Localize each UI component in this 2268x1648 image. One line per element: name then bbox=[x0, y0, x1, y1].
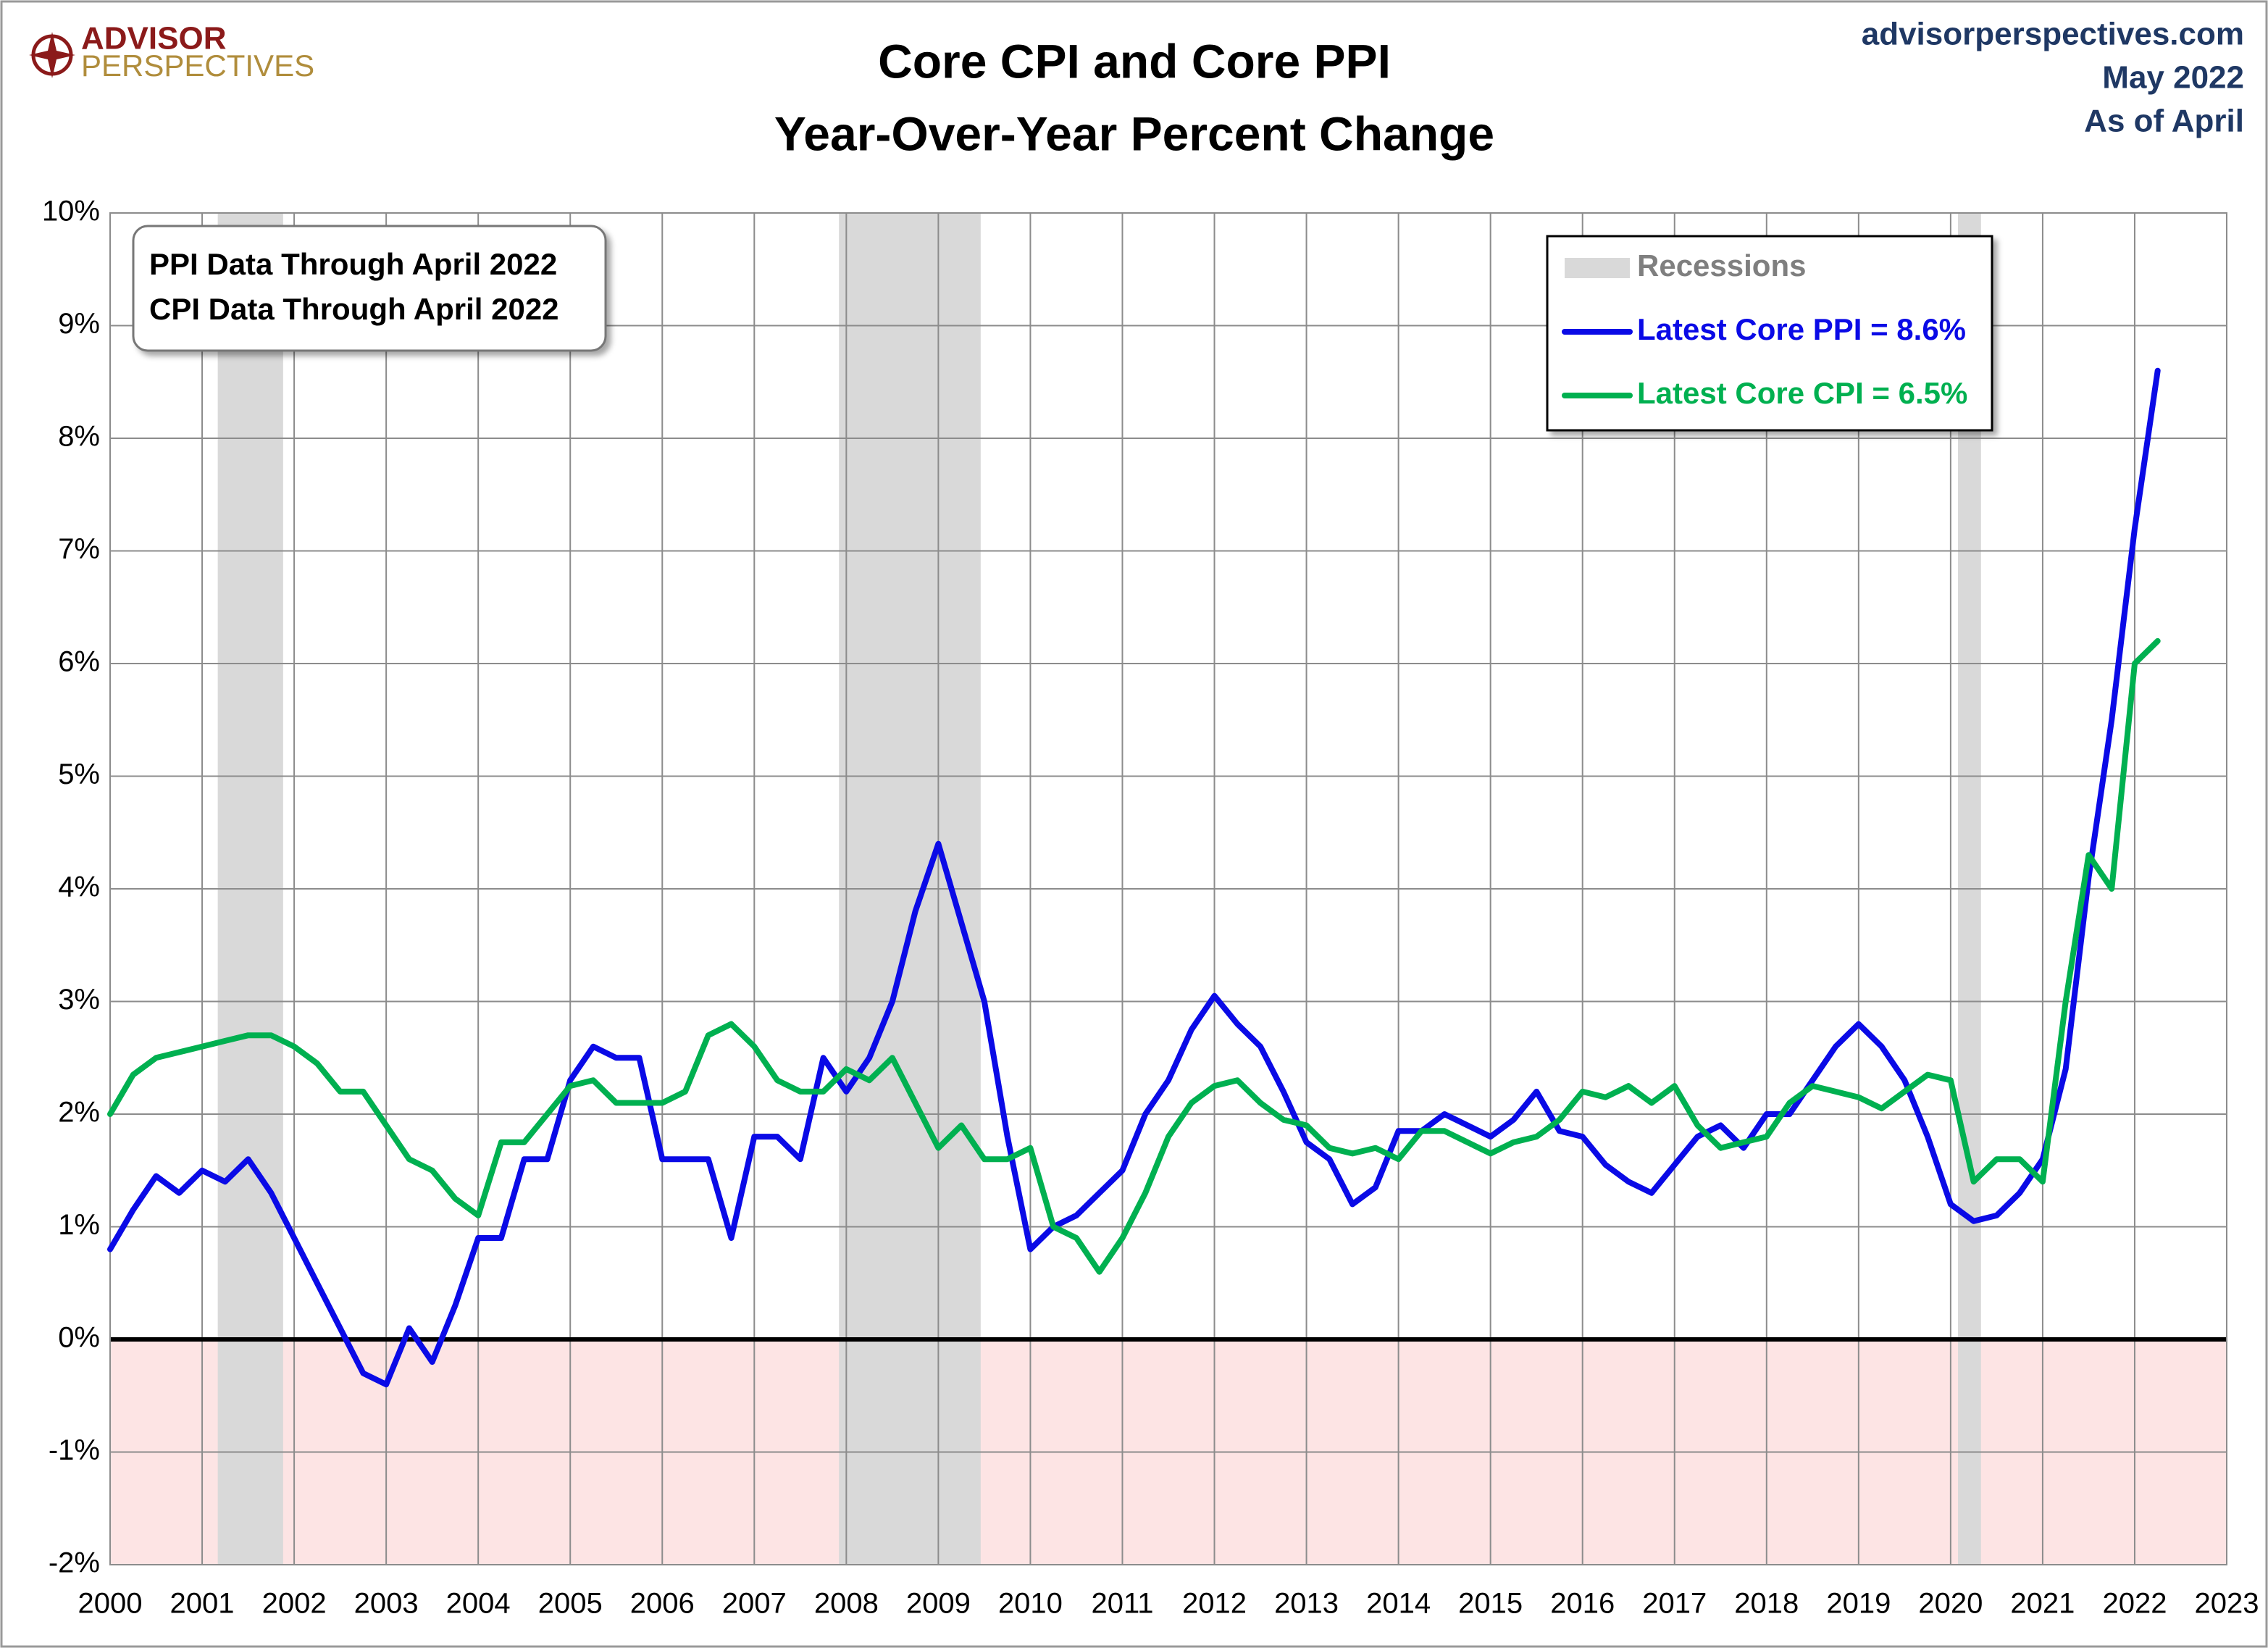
y-tick-label: 3% bbox=[58, 984, 100, 1016]
x-tick-label: 2014 bbox=[1366, 1588, 1431, 1620]
y-tick-label: 0% bbox=[58, 1322, 100, 1354]
legend-swatch bbox=[1565, 258, 1630, 278]
x-tick-label: 2009 bbox=[906, 1588, 971, 1620]
x-tick-label: 2019 bbox=[1826, 1588, 1891, 1620]
y-tick-label: -2% bbox=[49, 1547, 100, 1579]
y-tick-label: 4% bbox=[58, 871, 100, 903]
x-tick-label: 2005 bbox=[538, 1588, 603, 1620]
x-tick-label: 2018 bbox=[1734, 1588, 1799, 1620]
legend-label: Latest Core CPI = 6.5% bbox=[1637, 376, 1967, 410]
logo-star bbox=[29, 32, 75, 78]
logo: ADVISOR PERSPECTIVES bbox=[29, 21, 314, 83]
logo-text: PERSPECTIVES bbox=[81, 49, 314, 83]
plot-area: -2% -1% 0% 1% 2% 3% 4% 5% 6% 7% 8% 9% 10% 2000 2001 200… bbox=[42, 196, 2259, 1620]
x-tick-label: 2000 bbox=[78, 1588, 143, 1620]
x-tick-label: 2016 bbox=[1550, 1588, 1615, 1620]
y-tick-label: -1% bbox=[49, 1434, 100, 1466]
date: May 2022 bbox=[2102, 60, 2244, 96]
x-tick-label: 2021 bbox=[2010, 1588, 2075, 1620]
x-tick-label: 2023 bbox=[2195, 1588, 2259, 1620]
legend-label: Recessions bbox=[1637, 248, 1806, 283]
source: advisorperspectives.com bbox=[1862, 17, 2244, 52]
x-tick-label: 2011 bbox=[1091, 1588, 1153, 1620]
y-tick-label: 7% bbox=[58, 533, 100, 565]
annotation: CPI Data Through April 2022 bbox=[149, 292, 559, 326]
x-tick-label: 2015 bbox=[1458, 1588, 1523, 1620]
y-tick-label: 1% bbox=[58, 1209, 100, 1241]
x-tick-label: 2008 bbox=[814, 1588, 879, 1620]
x-tick-label: 2010 bbox=[998, 1588, 1063, 1620]
x-tick-label: 2007 bbox=[722, 1588, 787, 1620]
y-tick-label: 8% bbox=[58, 421, 100, 453]
x-tick-label: 2020 bbox=[1918, 1588, 1983, 1620]
x-tick-label: 2022 bbox=[2102, 1588, 2167, 1620]
x-tick-label: 2001 bbox=[170, 1588, 235, 1620]
y-tick-label: 9% bbox=[58, 308, 100, 340]
y-tick-label: 2% bbox=[58, 1097, 100, 1129]
x-tick-label: 2004 bbox=[446, 1588, 511, 1620]
x-tick-label: 2002 bbox=[262, 1588, 327, 1620]
x-tick-label: 2006 bbox=[630, 1588, 695, 1620]
chart-title: Core CPI and Core PPI bbox=[878, 34, 1391, 88]
series-line bbox=[107, 367, 2161, 1388]
plot-border bbox=[109, 212, 2227, 1565]
series-line bbox=[107, 637, 2161, 1275]
y-tick-label: 5% bbox=[58, 758, 100, 790]
annotation-box bbox=[132, 225, 607, 352]
x-tick-label: 2003 bbox=[354, 1588, 419, 1620]
as-of: As of April bbox=[2084, 104, 2244, 139]
annotation: PPI Data Through April 2022 bbox=[149, 247, 557, 281]
x-tick-label: 2017 bbox=[1642, 1588, 1707, 1620]
legend-label: Latest Core PPI = 8.6% bbox=[1637, 312, 1966, 346]
x-tick-label: 2012 bbox=[1182, 1588, 1247, 1620]
overlay: PPI Data Through April 2022 CPI Data Thr… bbox=[132, 225, 1993, 432]
logo-text: ADVISOR bbox=[81, 21, 226, 57]
y-tick-label: 6% bbox=[58, 646, 100, 678]
chart-subtitle: Year-Over-Year Percent Change bbox=[774, 106, 1494, 160]
x-tick-label: 2013 bbox=[1274, 1588, 1339, 1620]
y-tick-label: 10% bbox=[42, 196, 100, 227]
